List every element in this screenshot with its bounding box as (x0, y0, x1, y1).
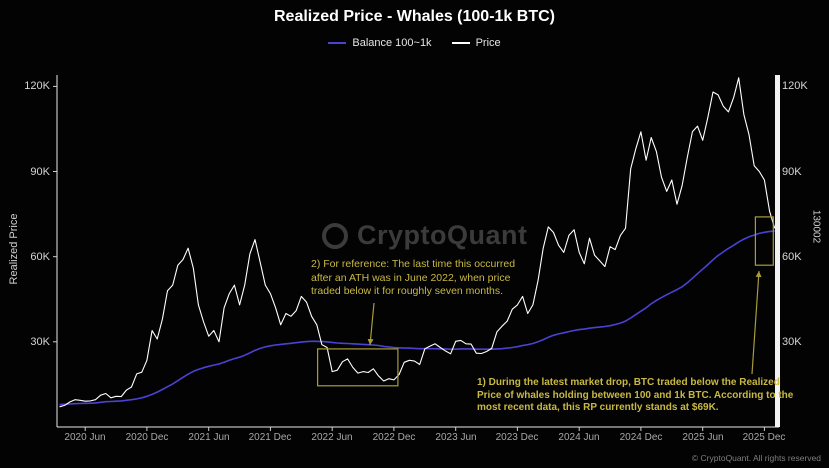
x-tick-label: 2024 Dec (619, 432, 663, 443)
annotation-arrow (751, 270, 762, 375)
x-tick-label: 2021 Jun (188, 432, 230, 443)
x-tick-label: 2025 Jun (682, 432, 724, 443)
legend-item-price[interactable]: Price (451, 37, 501, 49)
annotation-note-1: 1) During the latest market drop, BTC tr… (477, 377, 793, 415)
annotation-note-2-line: traded below it for roughly seven months… (311, 285, 504, 297)
y-tick-label-left: 120K (24, 80, 50, 92)
x-tick-label: 2021 Dec (248, 432, 292, 443)
x-tick-label: 2022 Dec (372, 432, 416, 443)
annotation-note-1-line: 1) During the latest market drop, BTC tr… (477, 377, 780, 388)
series-line (59, 77, 776, 408)
annotation-note-2-line: 2) For reference: The last time this occ… (311, 258, 516, 270)
y-tick-label-right: 120K (782, 80, 808, 92)
chart-svg (53, 75, 780, 431)
plot-area[interactable] (51, 75, 783, 433)
balance-line-swatch (328, 42, 347, 44)
highlight-box (754, 216, 774, 266)
annotation-note-1-line: most recent data, this RP currently stan… (477, 402, 719, 413)
y-tick-label-right: 60K (782, 251, 802, 263)
annotation-arrow (367, 302, 375, 346)
watermark-text: CryptoQuant (357, 220, 528, 250)
annotation-note-1-line: Price of whales holding between 100 and … (477, 389, 794, 401)
cryptoquant-logo-icon (322, 222, 348, 249)
right-axis-bar (775, 75, 780, 427)
legend-label-price: Price (475, 37, 501, 49)
x-tick-label: 2025 Dec (742, 432, 786, 443)
x-tick-label: 2023 Jun (435, 432, 477, 443)
x-tick-label: 2023 Dec (495, 432, 539, 443)
y-tick-label-left: 60K (30, 251, 50, 263)
legend-item-balance[interactable]: Balance 100~1k (328, 37, 432, 49)
series-line (59, 230, 775, 406)
legend: Balance 100~1k Price (0, 37, 829, 49)
copyright-text: © CryptoQuant. All rights reserved (691, 453, 821, 463)
highlight-box (317, 348, 399, 387)
watermark: CryptoQuant (322, 220, 528, 251)
price-line-swatch (451, 42, 470, 44)
x-tick-label: 2024 Jun (558, 432, 600, 443)
x-tick-label: 2020 Dec (125, 432, 169, 443)
annotation-note-2: 2) For reference: The last time this occ… (311, 258, 515, 299)
y-axis-title: Realized Price (8, 213, 20, 285)
y-tick-label-right: 30K (782, 336, 802, 348)
chart-title: Realized Price - Whales (100-1k BTC) (274, 8, 555, 25)
y-tick-label-right: 90K (782, 166, 802, 178)
y-tick-label-left: 90K (30, 166, 50, 178)
legend-label-balance: Balance 100~1k (352, 37, 432, 49)
x-tick-label: 2020 Jun (64, 432, 106, 443)
annotation-note-2-line: after an ATH was in June 2022, when pric… (311, 271, 511, 284)
x-tick-label: 2022 Jun (311, 432, 353, 443)
y-tick-label-left: 30K (30, 336, 50, 348)
